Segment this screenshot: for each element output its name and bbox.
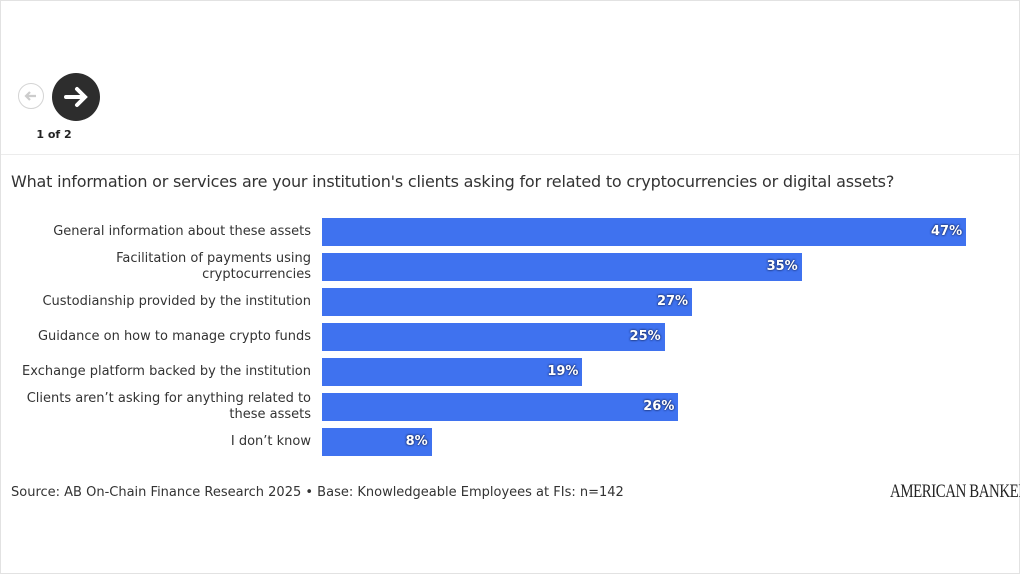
category-label: Custodianship provided by the institutio…	[42, 294, 311, 309]
category-label: Facilitation of payments using cryptocur…	[116, 251, 311, 282]
category-label: Clients aren’t asking for anything relat…	[26, 391, 311, 422]
category-label: Guidance on how to manage crypto funds	[37, 329, 311, 344]
source: Source: AB On-Chain Finance Research 202…	[11, 485, 624, 500]
value-label: 35%	[766, 259, 798, 274]
category-label: Exchange platform backed by the institut…	[22, 364, 311, 379]
bar	[322, 428, 432, 456]
bar	[322, 288, 692, 316]
value-label: 27%	[656, 294, 689, 309]
bar	[322, 358, 583, 386]
chart-title: What information or services are your in…	[11, 172, 895, 191]
value-label: 8%	[405, 434, 428, 449]
bar	[322, 393, 679, 421]
category-label: General information about these assets	[53, 224, 311, 239]
category-label: I don’t know	[230, 434, 311, 449]
value-label: 25%	[629, 329, 661, 344]
next-arrow	[64, 87, 88, 107]
prev-button[interactable]	[18, 83, 44, 109]
logo: AMERICAN BANKER	[890, 481, 1020, 502]
bar	[322, 253, 802, 281]
bar	[322, 218, 966, 246]
separator	[1, 154, 1019, 155]
next-button[interactable]	[52, 73, 100, 121]
page-indicator: 1 of 2	[36, 128, 72, 141]
value-label: 26%	[643, 399, 675, 414]
prev-arrow	[24, 91, 36, 101]
value-label: 47%	[931, 224, 963, 239]
bar	[322, 323, 665, 351]
value-label: 19%	[547, 364, 579, 379]
